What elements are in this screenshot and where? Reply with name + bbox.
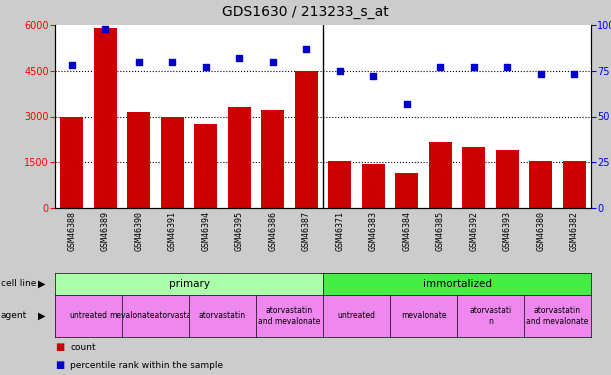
- Point: [67, 62, 76, 68]
- Text: atorvastatin: atorvastatin: [199, 312, 246, 321]
- Text: atorvastatin
and mevalonate: atorvastatin and mevalonate: [258, 306, 321, 326]
- Bar: [328, 161, 351, 208]
- Text: atorvastati
n: atorvastati n: [469, 306, 511, 326]
- Text: ■: ■: [55, 360, 64, 370]
- Bar: [362, 164, 385, 208]
- Bar: [529, 161, 552, 208]
- Point: [235, 55, 244, 61]
- Text: mevalonateatorvastatin: mevalonateatorvastatin: [109, 312, 202, 321]
- Bar: [227, 107, 251, 208]
- Point: [167, 58, 177, 64]
- Bar: [496, 150, 519, 208]
- Bar: [161, 117, 184, 208]
- Bar: [194, 124, 218, 208]
- Point: [301, 46, 311, 52]
- Point: [536, 71, 546, 77]
- Bar: [395, 173, 419, 208]
- Bar: [261, 110, 285, 208]
- Point: [100, 26, 110, 32]
- Bar: [60, 117, 84, 208]
- Text: primary: primary: [169, 279, 210, 289]
- Bar: [462, 147, 486, 208]
- Text: count: count: [70, 342, 96, 351]
- Bar: [428, 142, 452, 208]
- Text: mevalonate: mevalonate: [401, 312, 446, 321]
- Text: percentile rank within the sample: percentile rank within the sample: [70, 360, 224, 369]
- Bar: [295, 71, 318, 208]
- Text: ▶: ▶: [38, 279, 45, 289]
- Point: [368, 73, 378, 79]
- Text: immortalized: immortalized: [422, 279, 491, 289]
- Point: [268, 58, 277, 64]
- Bar: [563, 161, 586, 208]
- Point: [402, 101, 412, 107]
- Point: [569, 71, 579, 77]
- Bar: [127, 112, 150, 208]
- Text: ■: ■: [55, 342, 64, 352]
- Text: untreated: untreated: [337, 312, 376, 321]
- Text: GDS1630 / 213233_s_at: GDS1630 / 213233_s_at: [222, 5, 389, 19]
- Point: [134, 58, 144, 64]
- Text: agent: agent: [1, 312, 27, 321]
- Point: [469, 64, 478, 70]
- Text: cell line: cell line: [1, 279, 36, 288]
- Point: [335, 68, 345, 74]
- Text: ▶: ▶: [38, 311, 45, 321]
- Point: [502, 64, 512, 70]
- Text: untreated: untreated: [70, 312, 108, 321]
- Point: [201, 64, 211, 70]
- Bar: [93, 28, 117, 208]
- Text: atorvastatin
and mevalonate: atorvastatin and mevalonate: [526, 306, 588, 326]
- Point: [436, 64, 445, 70]
